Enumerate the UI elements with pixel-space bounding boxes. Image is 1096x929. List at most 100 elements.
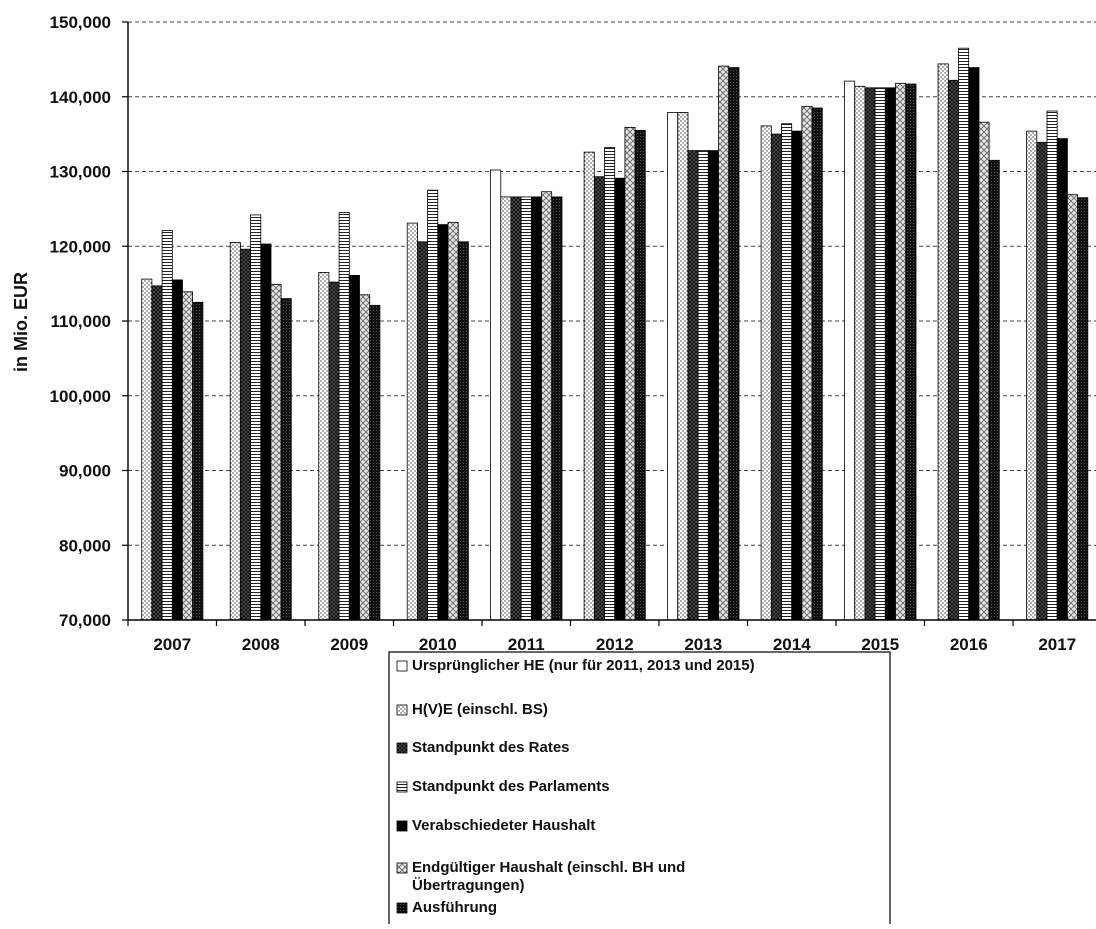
bar-dots-2008 — [229, 242, 241, 621]
bar-open-2011 — [490, 169, 502, 621]
bar-hlines-2014 — [781, 123, 793, 621]
bar-solid-2012 — [614, 177, 626, 621]
bar-solid-2016 — [968, 67, 980, 621]
legend-swatch — [396, 820, 408, 832]
bar-hlines-2013 — [697, 150, 709, 621]
y-tick-label: 70,000 — [59, 611, 111, 630]
y-tick-label: 120,000 — [50, 237, 111, 256]
x-tick-label: 2010 — [419, 635, 457, 654]
bar-dense-2014 — [811, 107, 823, 621]
bar-diamond-2011 — [541, 191, 553, 621]
bar-dense-2009 — [369, 304, 381, 621]
bar-crosshatch-2010 — [416, 241, 428, 621]
bar-hlines-2017 — [1046, 110, 1058, 621]
bar-solid-2009 — [348, 274, 360, 621]
bar-dense-2013 — [728, 67, 740, 621]
x-tick-label: 2012 — [596, 635, 634, 654]
bar-dots-2015 — [854, 85, 866, 621]
bar-dense-2007 — [192, 301, 204, 621]
bar-dots-2017 — [1026, 130, 1038, 621]
bar-solid-2008 — [260, 243, 272, 621]
bar-crosshatch-2009 — [328, 281, 340, 621]
bar-dense-2016 — [988, 159, 1000, 621]
y-tick-label: 110,000 — [50, 312, 111, 331]
bar-solid-2014 — [791, 130, 803, 621]
y-tick-label: 100,000 — [50, 387, 111, 406]
bar-dots-2011 — [500, 196, 512, 621]
bar-dots-2013 — [677, 112, 689, 621]
bar-dots-2016 — [937, 63, 949, 621]
bar-diamond-2016 — [978, 121, 990, 621]
legend-label: Standpunkt des Parlaments — [412, 778, 610, 795]
x-tick-label: 2007 — [153, 635, 191, 654]
bar-dense-2011 — [551, 196, 563, 621]
bar-crosshatch-2017 — [1036, 141, 1048, 621]
bar-dense-2008 — [280, 298, 292, 621]
bar-solid-2011 — [531, 196, 543, 621]
legend-swatch — [396, 660, 408, 672]
axes — [122, 21, 1096, 626]
legend-label: Ausführung — [412, 899, 497, 916]
x-tick-label: 2014 — [773, 635, 811, 654]
axis-labels: 70,000 80,000 90,000 100,000 110,000 120,000 1… — [11, 13, 1076, 654]
legend-box — [388, 651, 891, 929]
bar-hlines-2011 — [520, 196, 532, 621]
bar-diamond-2015 — [895, 82, 907, 621]
x-tick-label: 2011 — [508, 635, 545, 654]
bar-diamond-2012 — [624, 127, 636, 621]
bar-dots-2014 — [760, 125, 772, 621]
bar-hlines-2008 — [250, 214, 262, 621]
legend-label: H(V)E (einschl. BS) — [412, 701, 548, 718]
bar-hlines-2009 — [338, 212, 350, 621]
bar-hlines-2010 — [427, 189, 439, 621]
legend-swatch — [396, 902, 408, 914]
bar-diamond-2014 — [801, 106, 813, 621]
bar-diamond-2017 — [1067, 194, 1079, 621]
legend: Ursprünglicher HE (nur für 2011, 2013 un… — [388, 651, 891, 929]
y-tick-label: 150,000 — [50, 13, 111, 32]
bar-diamond-2013 — [718, 65, 730, 621]
bar-dots-2010 — [406, 222, 418, 621]
bar-open-2015 — [844, 80, 856, 621]
legend-label: Ursprünglicher HE (nur für 2011, 2013 un… — [412, 657, 755, 674]
legend-swatch — [396, 781, 408, 793]
bar-hlines-2015 — [874, 87, 886, 621]
x-tick-label: 2013 — [684, 635, 722, 654]
x-tick-label: 2008 — [242, 635, 280, 654]
bar-crosshatch-2007 — [151, 285, 163, 621]
bar-dense-2017 — [1077, 197, 1089, 621]
legend-swatch — [396, 742, 408, 754]
bar-dots-2007 — [141, 278, 153, 621]
bar-solid-2010 — [437, 224, 449, 621]
x-tick-label: 2017 — [1038, 635, 1076, 654]
bar-solid-2017 — [1056, 138, 1068, 621]
bar-diamond-2008 — [270, 283, 282, 621]
bar-crosshatch-2012 — [594, 176, 606, 621]
y-tick-label: 130,000 — [50, 163, 111, 182]
bar-dots-2009 — [318, 271, 330, 621]
bar-diamond-2010 — [447, 221, 459, 621]
bar-dense-2015 — [905, 83, 917, 621]
bar-diamond-2009 — [359, 294, 371, 621]
bar-hlines-2007 — [161, 230, 173, 621]
x-tick-label: 2009 — [330, 635, 368, 654]
bar-dense-2010 — [457, 241, 469, 621]
legend-swatch — [396, 862, 408, 874]
legend-label: Standpunkt des Rates — [412, 739, 570, 756]
bar-dots-2012 — [583, 151, 595, 621]
bar-crosshatch-2014 — [771, 133, 783, 621]
bar-dense-2012 — [634, 129, 646, 621]
bar-crosshatch-2016 — [948, 79, 960, 621]
bar-crosshatch-2013 — [687, 150, 699, 621]
bar-solid-2007 — [171, 279, 183, 621]
y-tick-label: 140,000 — [50, 88, 111, 107]
y-tick-label: 90,000 — [59, 462, 111, 481]
x-tick-label: 2015 — [861, 635, 899, 654]
bars — [141, 47, 1089, 621]
legend-swatch — [396, 704, 408, 716]
legend-label: Verabschiedeter Haushalt — [412, 817, 595, 834]
bar-crosshatch-2008 — [239, 248, 251, 621]
bar-crosshatch-2015 — [864, 87, 876, 621]
bar-solid-2015 — [884, 87, 896, 621]
